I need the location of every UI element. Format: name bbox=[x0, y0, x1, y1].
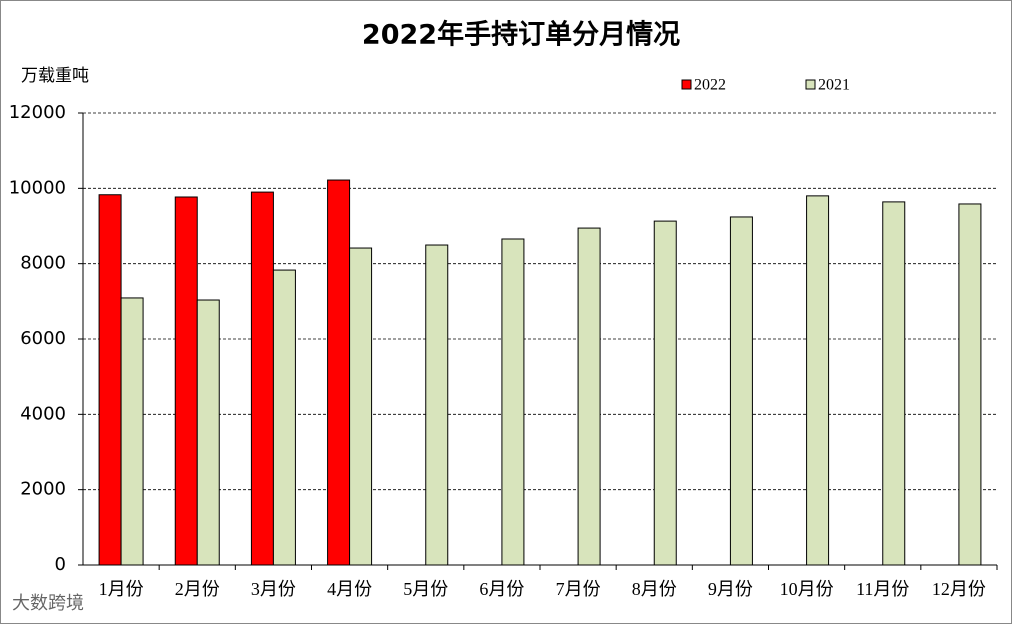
bar bbox=[120, 297, 144, 566]
bar bbox=[653, 220, 677, 566]
bar bbox=[577, 227, 601, 566]
x-tick-label: 5月份 bbox=[403, 579, 448, 599]
x-tick-label: 1月份 bbox=[99, 579, 144, 599]
bar bbox=[349, 247, 373, 566]
x-tick-label: 8月份 bbox=[632, 579, 677, 599]
bar bbox=[425, 244, 449, 566]
x-tick-label: 9月份 bbox=[708, 579, 753, 599]
bar bbox=[327, 179, 351, 566]
legend-label: 2021 bbox=[818, 77, 850, 94]
bar bbox=[196, 299, 220, 566]
bar bbox=[958, 203, 982, 566]
bar bbox=[174, 196, 198, 566]
bar bbox=[272, 269, 296, 566]
x-tick-label: 11月份 bbox=[856, 579, 909, 599]
bar bbox=[729, 216, 753, 566]
y-tick-label: 4000 bbox=[20, 403, 66, 424]
x-tick-label: 7月份 bbox=[556, 579, 601, 599]
y-tick-label: 6000 bbox=[20, 328, 66, 349]
x-tick-label: 10月份 bbox=[780, 579, 834, 599]
x-tick-label: 6月份 bbox=[479, 579, 524, 599]
y-tick-label: 10000 bbox=[9, 177, 66, 198]
y-tick-label: 2000 bbox=[20, 479, 66, 500]
y-axis-label: 万载重吨 bbox=[21, 66, 89, 86]
y-tick-label: 0 bbox=[55, 554, 66, 575]
x-tick-label: 4月份 bbox=[327, 579, 372, 599]
legend-label: 2022 bbox=[694, 77, 726, 94]
chart-title: 2022年手持订单分月情况 bbox=[362, 19, 680, 51]
bar bbox=[98, 194, 122, 566]
bar bbox=[882, 201, 906, 566]
x-tick-label: 3月份 bbox=[251, 579, 296, 599]
y-tick-label: 8000 bbox=[20, 253, 66, 274]
y-tick-label: 12000 bbox=[9, 102, 66, 123]
legend-swatch bbox=[681, 79, 692, 90]
legend-swatch bbox=[805, 79, 816, 90]
x-tick-label: 2月份 bbox=[175, 579, 220, 599]
watermark: 大数跨境 bbox=[12, 593, 84, 614]
bar bbox=[806, 195, 830, 566]
x-tick-label: 12月份 bbox=[932, 579, 986, 599]
bar bbox=[250, 191, 274, 566]
bar bbox=[501, 238, 525, 566]
